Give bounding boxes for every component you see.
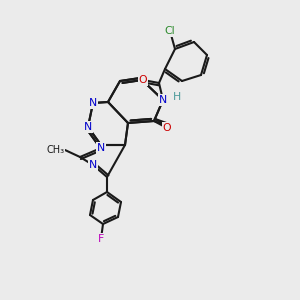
Text: N: N <box>84 122 92 132</box>
Text: N: N <box>159 95 167 105</box>
Text: CH₃: CH₃ <box>47 145 65 155</box>
Text: N: N <box>89 98 97 108</box>
Text: Cl: Cl <box>165 26 175 36</box>
Text: O: O <box>163 123 171 133</box>
Text: N: N <box>89 160 97 170</box>
Text: O: O <box>139 75 147 85</box>
Text: F: F <box>98 234 104 244</box>
Text: N: N <box>97 143 105 153</box>
Text: H: H <box>173 92 181 102</box>
